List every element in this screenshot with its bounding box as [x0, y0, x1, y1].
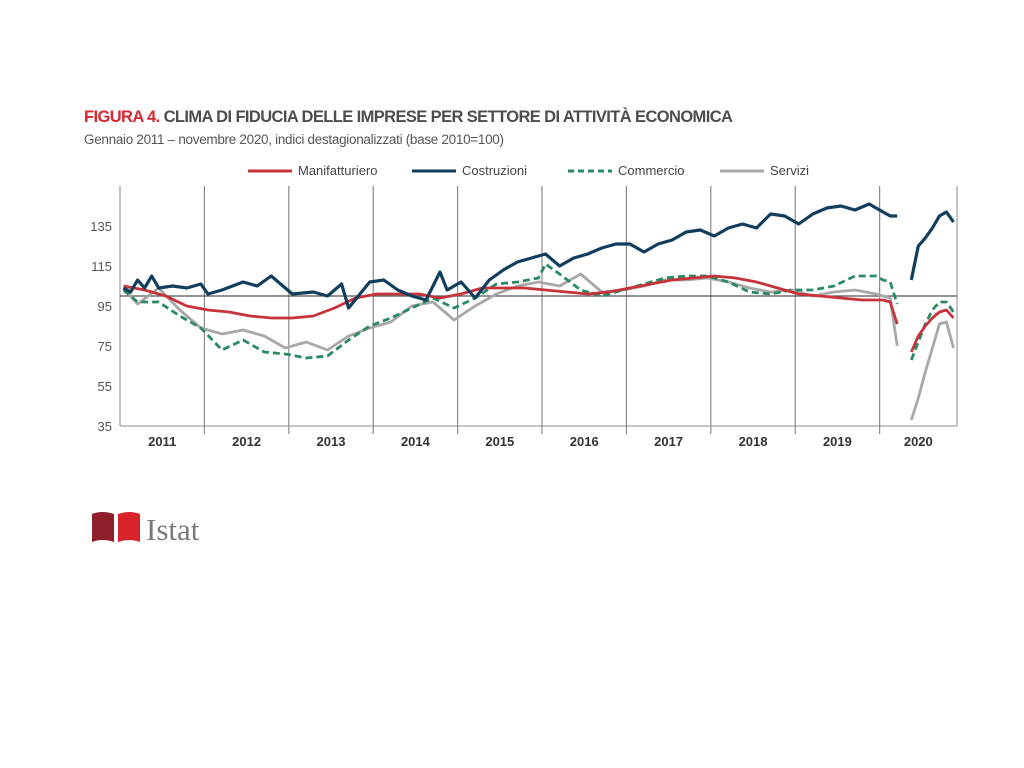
logo-text: Istat: [146, 512, 200, 547]
chart-title: FIGURA 4. CLIMA DI FIDUCIA DELLE IMPRESE…: [84, 108, 733, 127]
legend-label-costruzioni: Costruzioni: [462, 163, 527, 178]
istat-logo: Istat: [92, 508, 222, 548]
y-tick-label: 55: [98, 379, 112, 394]
x-tick-label: 2015: [485, 434, 514, 449]
legend: Manifatturiero Costruzioni Commercio Serviz…: [248, 163, 809, 178]
series-line-costruzioni: [122, 202, 898, 310]
series-line-costruzioni: [909, 210, 955, 281]
x-tick-label: 2018: [739, 434, 768, 449]
grid: [119, 186, 958, 434]
series-line-servizi: [909, 320, 955, 421]
y-tick-label: 135: [90, 219, 112, 234]
series-lines: [122, 202, 955, 421]
x-tick-label: 2012: [232, 434, 261, 449]
series-line-manifatturiero: [910, 308, 955, 353]
y-tick-label: 75: [98, 339, 112, 354]
legend-label-commercio: Commercio: [618, 163, 684, 178]
series-line-servizi: [122, 272, 899, 352]
chart-subtitle: Gennaio 2011 – novembre 2020, indici des…: [84, 132, 504, 147]
y-tick-label: 35: [98, 419, 112, 434]
x-tick-label: 2016: [570, 434, 599, 449]
series-line-manifatturiero: [123, 274, 899, 325]
x-tick-label: 2020: [904, 434, 933, 449]
series-line-commercio: [122, 262, 899, 360]
x-tick-label: 2013: [317, 434, 346, 449]
x-tick-label: 2011: [148, 434, 176, 449]
series-line-commercio: [909, 300, 955, 361]
figure-label: FIGURA 4.: [84, 108, 160, 126]
legend-label-manifatturiero: Manifatturiero: [298, 163, 377, 178]
x-axis: 2011 2012 2013 2014 2015 2016 2017 2018 2019 2020: [148, 434, 933, 449]
y-axis: 35 55 75 95 115 135: [90, 219, 112, 434]
x-tick-label: 2017: [654, 434, 683, 449]
logo-mark-right: [118, 512, 140, 542]
x-tick-label: 2014: [401, 434, 431, 449]
y-tick-label: 95: [98, 299, 112, 314]
y-tick-label: 115: [91, 259, 112, 274]
legend-label-servizi: Servizi: [770, 163, 809, 178]
x-tick-label: 2019: [823, 434, 852, 449]
figure-title: CLIMA DI FIDUCIA DELLE IMPRESE PER SETTO…: [163, 108, 733, 126]
logo-mark-left: [92, 512, 114, 542]
